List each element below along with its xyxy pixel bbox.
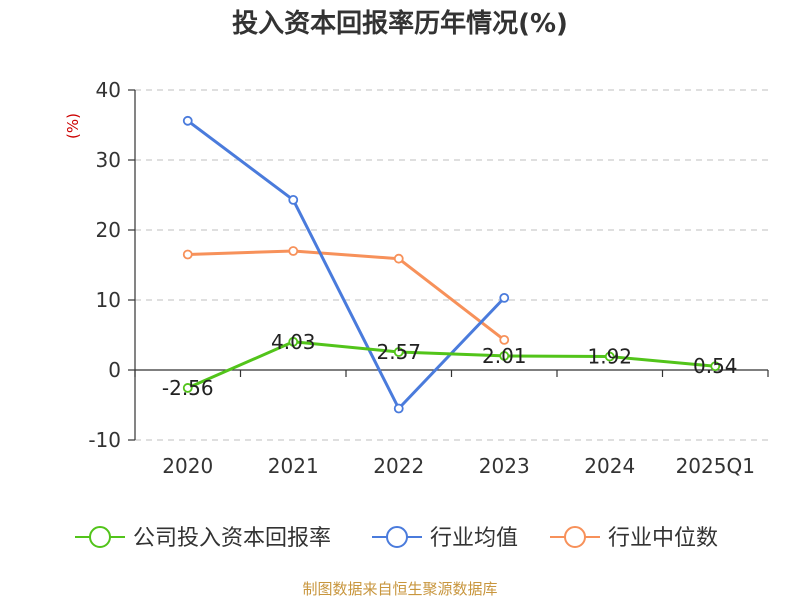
series-point [182,383,193,393]
data-label: 1.92 [587,345,632,369]
series-point [288,194,299,205]
series-point [499,351,510,361]
data-source-note: 制图数据来自恒生聚源数据库 [302,580,497,598]
series-point [393,403,404,414]
gridlines [135,89,768,441]
series-lines [182,115,721,414]
data-label: 2.01 [482,344,527,368]
data-labels: -2.56 4.03 2.57 2.01 1.92 0.54 [162,330,738,400]
legend-label: 行业均值 [430,526,518,551]
y-tick-label: 0 [108,358,121,382]
data-label: 2.57 [376,340,421,364]
data-label: 4.03 [271,330,316,354]
series-point [499,292,510,303]
y-tick-label: 30 [96,148,121,172]
series-line [187,249,506,342]
legend-marker [386,526,408,548]
legend-label: 行业中位数 [608,526,718,551]
x-tick-label: 2020 [162,454,213,478]
series-point [710,361,721,372]
y-axis-unit: (%) [64,113,82,139]
legend-marker [89,526,111,548]
x-tick-label: 2021 [268,454,319,478]
series-line [187,340,716,390]
data-label: 0.54 [693,354,738,378]
x-tick-label: 2022 [373,454,424,478]
series-point [499,334,510,345]
y-tick-label: 40 [96,78,121,102]
series-point [288,246,299,256]
legend-label: 公司投入资本回报率 [133,526,331,551]
series-point [393,253,404,264]
y-tick-label: 10 [96,288,121,312]
legend-marker [564,526,586,548]
data-label: -2.56 [162,376,214,400]
series-point [393,347,404,357]
x-tick-label: 2025Q1 [676,454,755,478]
y-tick-label: -10 [88,428,121,452]
series-point [182,115,193,126]
series-line [186,119,506,410]
legend[interactable]: 公司投入资本回报率 行业均值 行业中位数 [75,526,718,551]
y-tick-label: 20 [96,218,121,242]
x-tick-label: 2023 [479,454,530,478]
series-point [288,336,299,347]
axes: -10 0 10 20 30 40 2020 2021 2022 2023 2024 2025Q1 [88,78,769,478]
x-tick-label: 2024 [584,454,635,478]
chart-title: 投入资本回报率历年情况(%) [232,8,568,39]
series-point [182,249,193,260]
series-point [604,351,615,362]
